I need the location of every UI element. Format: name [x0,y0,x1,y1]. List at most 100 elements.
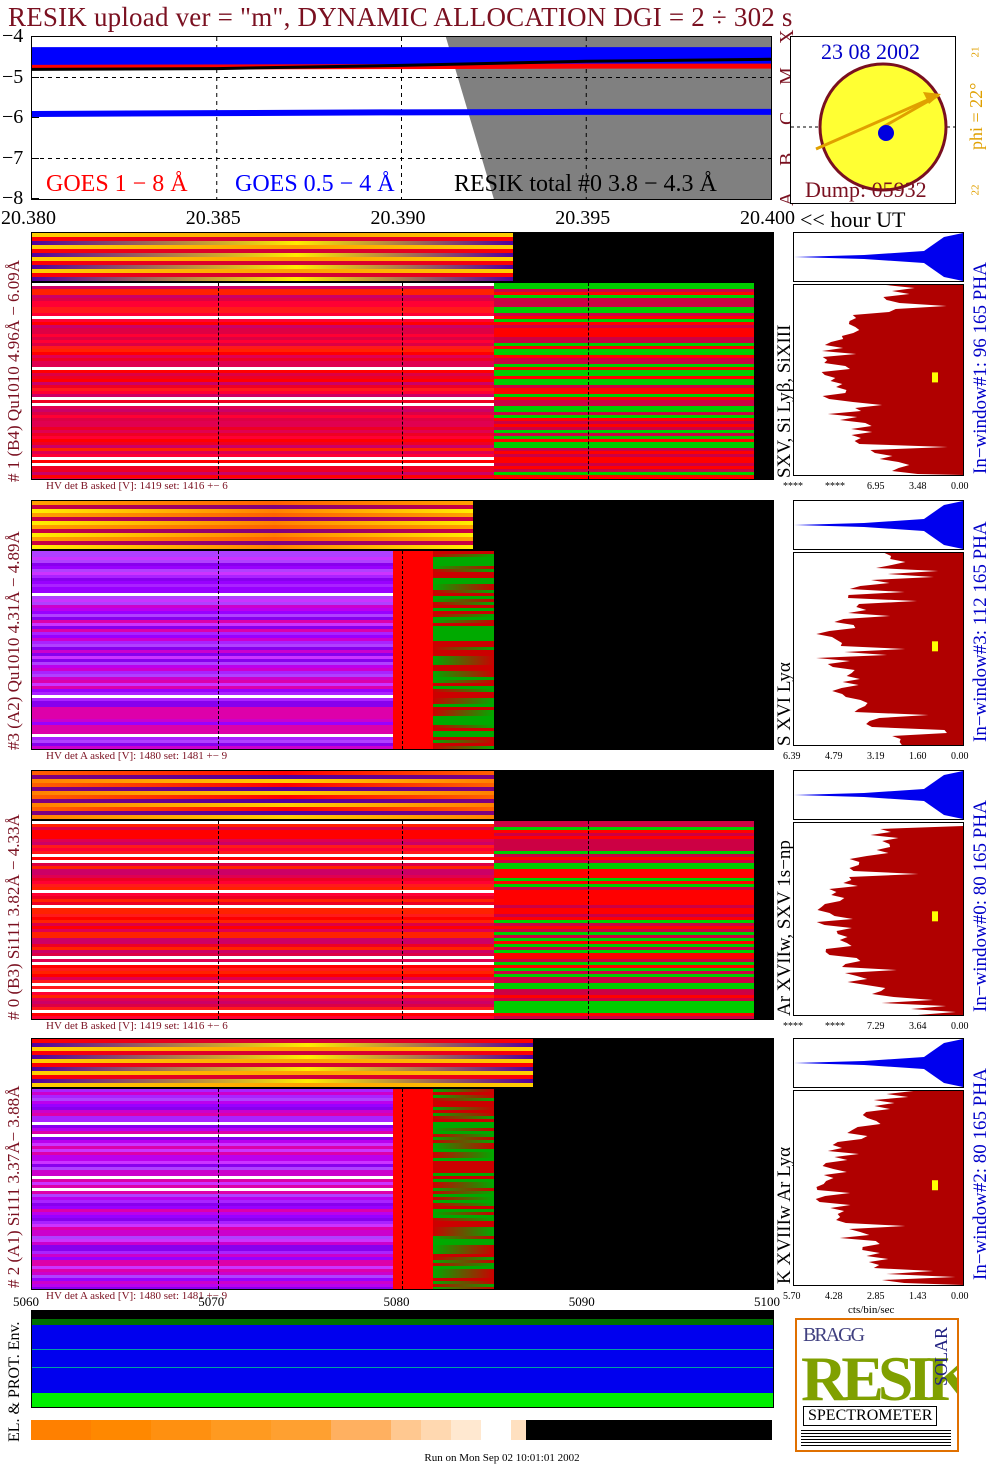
pha-tick: 7.29 [867,1021,885,1032]
pha-marker [932,1180,938,1191]
pha-blue-fill [794,771,963,819]
strip-row [32,505,473,509]
strip-row [32,249,513,253]
strip-row [32,1071,533,1075]
logo-bragg: BRAGG [803,1324,865,1346]
goes-y-tick: −4 [2,25,24,47]
goes-y-tick: −7 [2,146,24,169]
pha-tick: **** [825,481,845,492]
sun-disk-diagram [791,62,955,192]
pha-blue-shape [794,233,963,281]
strip-row [32,1047,533,1051]
strip-row [32,783,494,787]
phi-tick-top: 21 [969,46,982,58]
phi-tick-bottom: 22 [969,184,982,196]
heatmap-grid-line [402,1089,403,1289]
detector-profile-strip [31,1038,774,1088]
logo-caption: SPECTROMETER [803,1406,938,1426]
strip-row [32,771,494,775]
strip-row [32,233,513,237]
dump-number: Dump: 05932 [805,177,927,202]
pha-tick: 3.48 [909,481,927,492]
env-strip-cell [31,1420,91,1440]
strip-row [32,253,513,257]
strip-row [32,521,473,525]
legend-goes-long: GOES 1 − 8 Å [46,171,188,197]
hv-readout: HV det A asked [V]: 1480 set: 1481 +− 9 [46,750,228,762]
footer-run-time: Run on Mon Sep 02 10:01:01 2002 [424,1452,580,1464]
in-window-label: In−window#2: 80 165 PHA [970,1068,991,1280]
pha-tick: 0.00 [951,1291,969,1302]
pha-red-shape [815,1091,963,1285]
pha-tick: 3.64 [909,1021,927,1032]
strip-row [32,1059,533,1063]
detector-spectrum-heatmap [31,550,774,750]
heatmap-grid-line [218,283,219,479]
strip-row [32,273,513,277]
pha-red-histogram [793,284,964,476]
pha-red-histogram [793,822,964,1016]
pha-tick: 1.60 [909,751,927,762]
strip-row [32,1051,533,1055]
detector-profile-strip [31,500,774,550]
detector-side-label: # 1 (B4) Qu1010 4.96Å − 6.09Å [4,259,23,482]
pha-tick: 4.28 [825,1291,843,1302]
goes-x-tick: 20.385 [185,207,241,229]
legend-resik: RESIK total #0 3.8 − 4.3 Å [454,171,717,197]
bottom-x-tick: 5060 [13,1294,39,1309]
in-window-label: In−window#1: 96 165 PHA [970,262,991,474]
pha-tick: 6.39 [783,751,801,762]
strip-row [32,241,513,245]
pha-red-shape [816,823,963,1015]
goes-plot [32,37,771,199]
pha-tick: 1.43 [909,1291,927,1302]
logo-letters: RESIK [801,1343,959,1414]
detector-spectrum-heatmap [31,820,774,1020]
hv-readout: HV det A asked [V]: 1480 set: 1481 +− 9 [46,1290,228,1302]
goes-y-tick: −5 [2,65,24,88]
pha-blue-histogram [793,1038,964,1088]
sun-date: 23 08 2002 [821,39,920,64]
goes-x-tick: 20.395 [555,207,611,229]
strip-row [32,257,513,261]
strip-row [32,237,513,241]
pha-unit: cts/bin/sec [848,1304,895,1316]
strip-row [32,1055,533,1059]
strip-row [32,803,494,807]
hv-readout: HV det B asked [V]: 1419 set: 1416 +− 6 [46,480,228,492]
heatmap-grid-line [218,821,219,1019]
in-window-label: In−window#3: 112 165 PHA [970,521,991,742]
goes-y-tick-mark [31,157,39,159]
strip-row [32,533,473,537]
in-window-label: In−window#0: 80 165 PHA [970,800,991,1012]
strip-row [32,525,473,529]
strip-row [32,277,513,281]
resik-logo: BRAGG RESIK SOLAR SPECTROMETER [795,1318,959,1452]
page-title: RESIK upload ver = "m", DYNAMIC ALLOCATI… [8,2,793,32]
sun-position-panel: 23 08 2002 Dump: 05932 [790,36,956,204]
pha-tick: 5.70 [783,1291,801,1302]
pha-marker [932,911,938,922]
strip-row [32,1043,533,1047]
logo-solar: SOLAR [931,1326,951,1386]
detector-spectrum-heatmap [31,1088,774,1290]
strip-row [32,779,494,783]
pha-tick: 0.00 [951,751,969,762]
heatmap-grid-line [402,283,403,479]
env-color-strip [31,1420,772,1440]
pha-red-histogram [793,552,964,746]
goes-y-tick: −6 [2,106,24,128]
goes-y-tick-mark [31,117,39,118]
strip-row [32,775,494,779]
strip-row [32,795,494,799]
strip-row [32,509,473,513]
env-strip-cell [421,1420,451,1440]
heatmap-grid-line [402,551,403,749]
pha-blue-shape [794,1039,963,1087]
detector-side-label: #3 (A2) Qu1010 4.31Å − 4.89Å [4,531,23,750]
strip-row [32,1083,533,1087]
pha-blue-histogram [793,500,964,550]
pha-red-fill [815,1091,963,1285]
goes-series-1 [32,108,771,117]
strip-row [32,791,494,795]
